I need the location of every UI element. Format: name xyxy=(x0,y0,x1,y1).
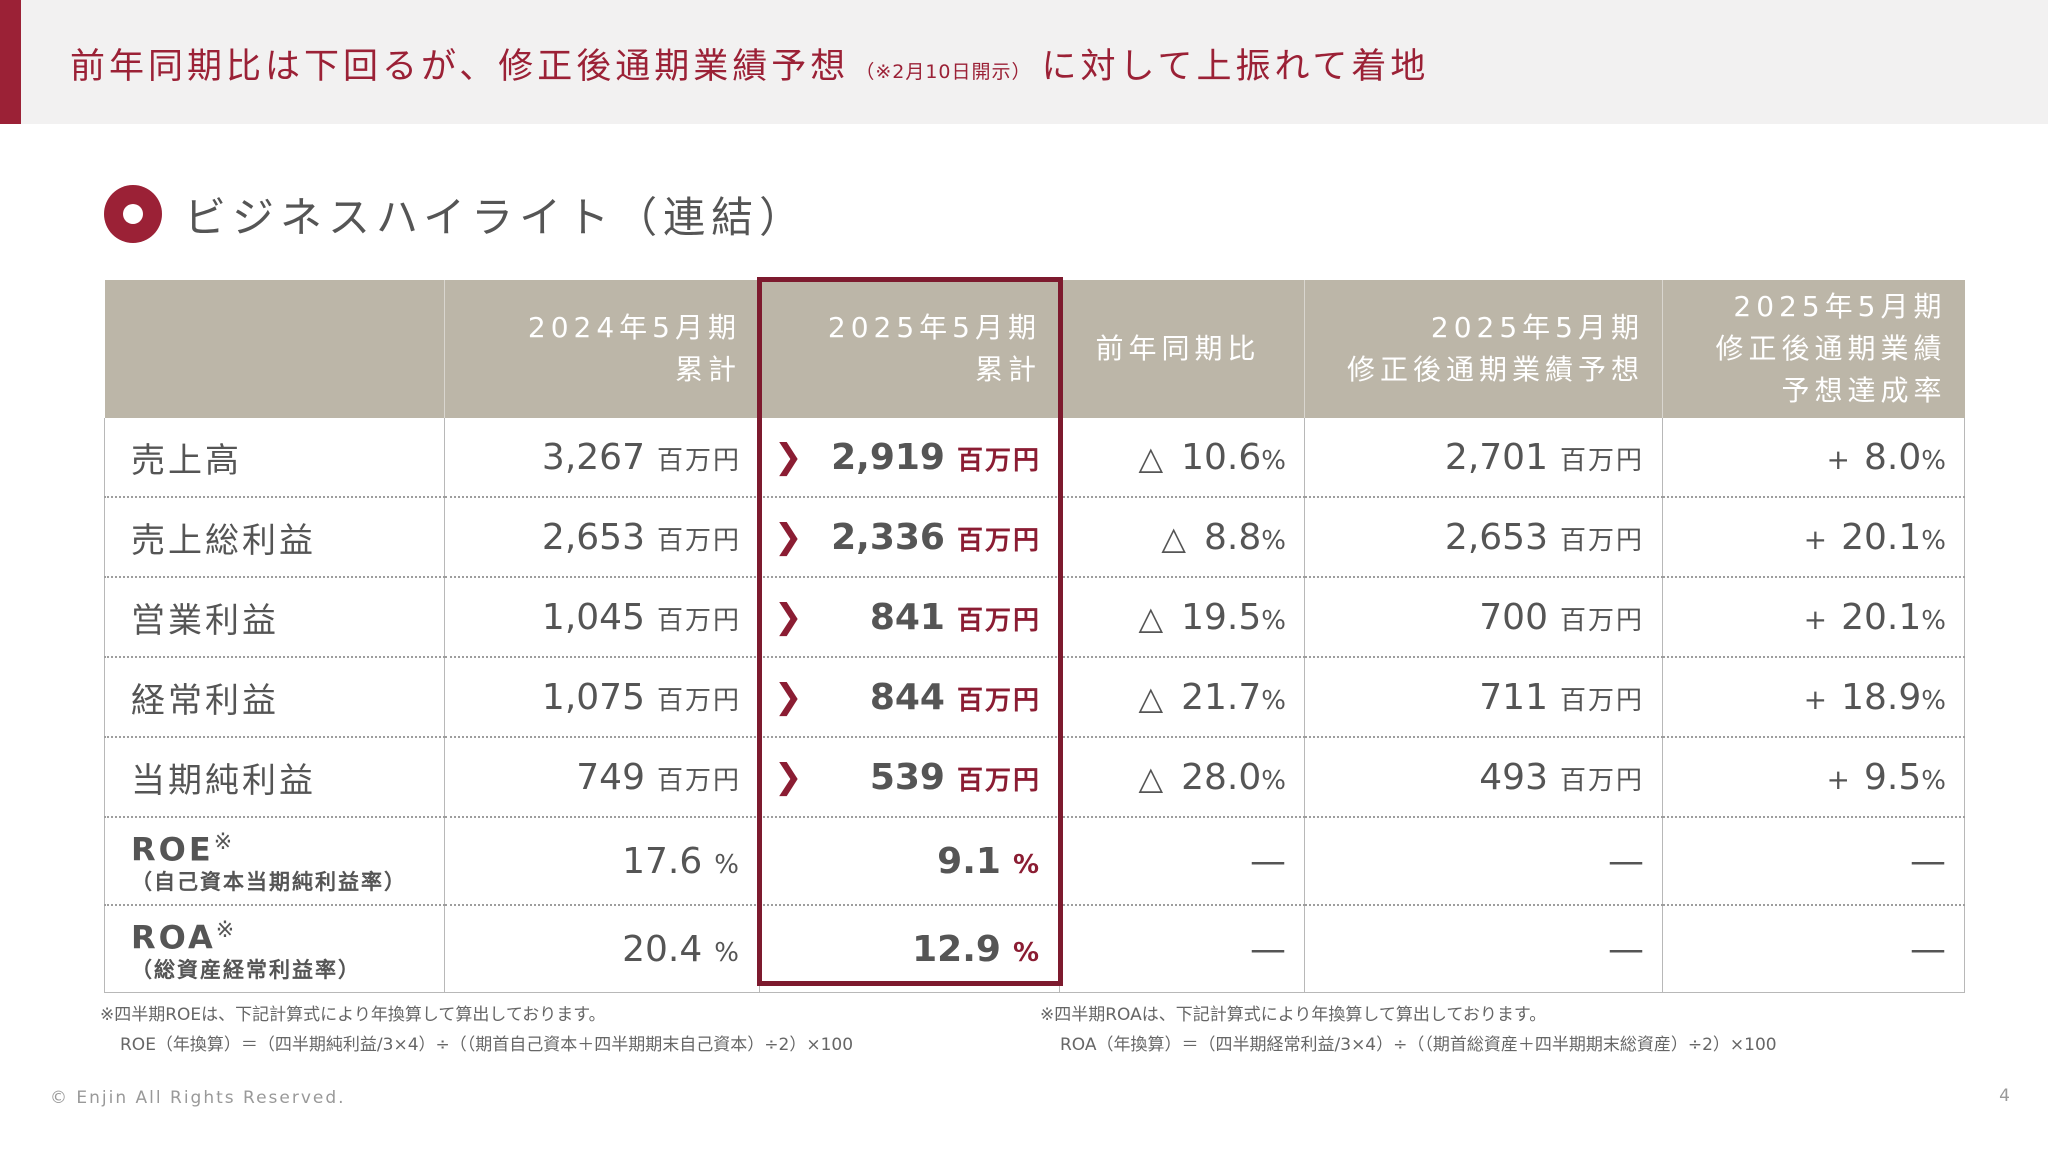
chevron-right-icon: ❯ xyxy=(774,517,803,557)
header-yoy: 前年同期比 xyxy=(1059,280,1305,418)
table-row: 当期純利益 749 百万円 ❯ 539 百万円 △ 28.0% 493 百万円 +9.5% xyxy=(104,737,1965,818)
triangle-icon: △ xyxy=(1138,758,1164,797)
prev-value: 2,653 百万円 xyxy=(444,497,760,578)
triangle-icon: △ xyxy=(1138,678,1164,717)
header-prev-period: 2024年5月期 累計 xyxy=(444,280,760,418)
header-current-period: 2025年5月期 累計 xyxy=(759,280,1060,418)
ratio-label: ROA※ （総資産経常利益率） xyxy=(104,905,445,993)
achievement-value: +8.0% xyxy=(1662,418,1965,498)
forecast-value: 711 百万円 xyxy=(1304,657,1663,738)
achievement-value: +20.1% xyxy=(1662,497,1965,578)
achievement-value: — xyxy=(1662,905,1965,993)
table-row: 経常利益 1,075 百万円 ❯ 844 百万円 △ 21.7% 711 百万円 +18.9% xyxy=(104,657,1965,738)
header-band xyxy=(0,0,2048,124)
current-value: ❯ 2,919 百万円 xyxy=(759,418,1060,498)
forecast-value: 2,653 百万円 xyxy=(1304,497,1663,578)
forecast-value: 700 百万円 xyxy=(1304,577,1663,658)
slide-title-note: （※2月10日開示） xyxy=(855,61,1032,83)
forecast-value: — xyxy=(1304,817,1663,906)
header-blank xyxy=(104,280,445,418)
prev-value: 749 百万円 xyxy=(444,737,760,818)
highlight-table: 2024年5月期 累計 2025年5月期 累計 前年同期比 2025年5月期 修正後通… xyxy=(104,280,1965,993)
yoy-value: — xyxy=(1059,817,1305,906)
yoy-value: △ 10.6% xyxy=(1059,418,1305,498)
footnote-roe: ※四半期ROEは、下記計算式により年換算して算出しております。 ROE（年換算）… xyxy=(100,1005,854,1055)
chevron-right-icon: ❯ xyxy=(774,757,803,797)
yoy-value: △ 8.8% xyxy=(1059,497,1305,578)
row-label: 営業利益 xyxy=(104,577,445,658)
slide-title-end: に対して上振れて着地 xyxy=(1041,47,1430,87)
current-value: 9.1% xyxy=(759,817,1060,906)
forecast-value: — xyxy=(1304,905,1663,993)
table-row: 営業利益 1,045 百万円 ❯ 841 百万円 △ 19.5% 700 百万円 +20.1% xyxy=(104,577,1965,658)
header-achievement: 2025年5月期 修正後通期業績 予想達成率 xyxy=(1662,280,1965,418)
chevron-right-icon: ❯ xyxy=(774,597,803,637)
yoy-value: — xyxy=(1059,905,1305,993)
current-value: ❯ 2,336 百万円 xyxy=(759,497,1060,578)
current-value: 12.9% xyxy=(759,905,1060,993)
row-label: 経常利益 xyxy=(104,657,445,738)
prev-value: 3,267 百万円 xyxy=(444,418,760,498)
prev-value: 1,045 百万円 xyxy=(444,577,760,658)
prev-value: 1,075 百万円 xyxy=(444,657,760,738)
achievement-value: +9.5% xyxy=(1662,737,1965,818)
forecast-value: 2,701 百万円 xyxy=(1304,418,1663,498)
current-value: ❯ 539 百万円 xyxy=(759,737,1060,818)
ratio-label: ROE※ （自己資本当期純利益率） xyxy=(104,817,445,906)
prev-value: 17.6% xyxy=(444,817,760,906)
chevron-right-icon: ❯ xyxy=(774,437,803,477)
page-number: 4 xyxy=(1999,1086,2010,1106)
triangle-icon: △ xyxy=(1138,438,1164,477)
table-row: 売上総利益 2,653 百万円 ❯ 2,336 百万円 △ 8.8% 2,653 百万円 +20.1… xyxy=(104,497,1965,578)
yoy-value: △ 28.0% xyxy=(1059,737,1305,818)
triangle-icon: △ xyxy=(1138,598,1164,637)
triangle-icon: △ xyxy=(1161,518,1187,557)
circle-bullet-icon xyxy=(104,185,162,243)
forecast-value: 493 百万円 xyxy=(1304,737,1663,818)
yoy-value: △ 21.7% xyxy=(1059,657,1305,738)
copyright: © Enjin All Rights Reserved. xyxy=(50,1088,346,1108)
table-header-row: 2024年5月期 累計 2025年5月期 累計 前年同期比 2025年5月期 修正後通… xyxy=(104,280,1965,418)
achievement-value: — xyxy=(1662,817,1965,906)
slide-title: 前年同期比は下回るが、修正後通期業績予想 （※2月10日開示） に対して上振れて… xyxy=(70,38,1429,90)
chevron-right-icon: ❯ xyxy=(774,677,803,717)
section-heading: ビジネスハイライト（連結） xyxy=(104,182,807,246)
current-value: ❯ 841 百万円 xyxy=(759,577,1060,658)
row-label: 売上高 xyxy=(104,418,445,498)
table-row: 売上高 3,267 百万円 ❯ 2,919 百万円 △ 10.6% 2,701 百万円 +8.0% xyxy=(104,418,1965,498)
slide-title-main: 前年同期比は下回るが、修正後通期業績予想 xyxy=(70,47,850,87)
header-accent-bar xyxy=(0,0,21,124)
section-title: ビジネスハイライト（連結） xyxy=(184,192,808,242)
yoy-value: △ 19.5% xyxy=(1059,577,1305,658)
achievement-value: +18.9% xyxy=(1662,657,1965,738)
footnote-roa: ※四半期ROAは、下記計算式により年換算して算出しております。 ROA（年換算）… xyxy=(1040,1005,1777,1055)
achievement-value: +20.1% xyxy=(1662,577,1965,658)
row-label: 売上総利益 xyxy=(104,497,445,578)
header-forecast: 2025年5月期 修正後通期業績予想 xyxy=(1304,280,1663,418)
table-row-ratio: ROA※ （総資産経常利益率） 20.4% 12.9% — — — xyxy=(104,905,1965,993)
current-value: ❯ 844 百万円 xyxy=(759,657,1060,738)
prev-value: 20.4% xyxy=(444,905,760,993)
table-row-ratio: ROE※ （自己資本当期純利益率） 17.6% 9.1% — — — xyxy=(104,817,1965,906)
row-label: 当期純利益 xyxy=(104,737,445,818)
